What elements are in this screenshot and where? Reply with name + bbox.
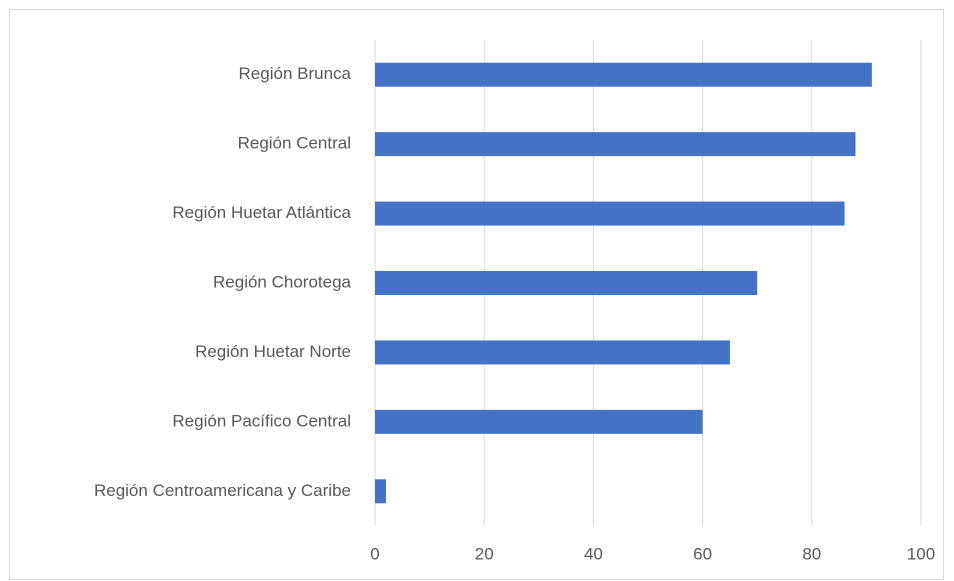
y-tick-label: Región Pacífico Central	[172, 411, 351, 430]
bar	[375, 409, 703, 434]
y-tick-label: Región Centroamericana y Caribe	[94, 481, 351, 500]
x-tick-label: 80	[802, 544, 821, 563]
bar	[375, 479, 386, 504]
x-tick-label: 60	[693, 544, 712, 563]
bar	[375, 62, 872, 87]
x-tick-label: 40	[584, 544, 603, 563]
bar	[375, 201, 845, 226]
x-tick-label: 100	[907, 544, 935, 563]
bar	[375, 271, 758, 295]
y-tick-label: Región Chorotega	[213, 272, 352, 291]
y-tick-label: Región Brunca	[239, 64, 352, 83]
y-tick-label: Región Huetar Norte	[195, 342, 351, 361]
x-tick-label: 0	[370, 544, 379, 563]
x-tick-label: 20	[475, 544, 494, 563]
bar	[375, 340, 730, 365]
y-tick-label: Región Huetar Atlántica	[172, 203, 351, 222]
bar	[375, 132, 856, 157]
y-tick-label: Región Central	[238, 134, 351, 153]
